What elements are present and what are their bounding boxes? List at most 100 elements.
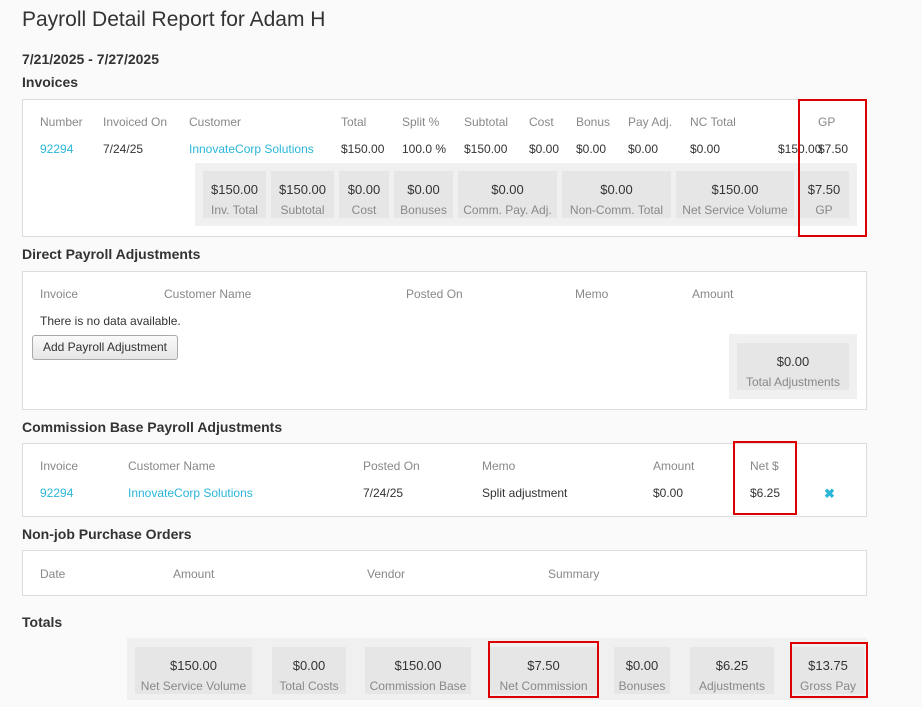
summary-label: Cost <box>351 203 377 217</box>
summary-value: $0.00 <box>407 182 440 197</box>
page-title: Payroll Detail Report for Adam H <box>22 8 326 31</box>
summary-box: $150.00 Commission Base <box>365 647 471 694</box>
column-header: Customer Name <box>128 459 216 473</box>
cell: Split adjustment <box>482 486 568 500</box>
summary-value: $7.50 <box>807 182 841 197</box>
column-header: Net $ <box>750 459 779 473</box>
summary-label: Adjustments <box>698 679 766 693</box>
column-header: NC Total <box>690 115 736 129</box>
column-header: Invoice <box>40 459 79 473</box>
column-header: Total <box>341 115 367 129</box>
summary-value: $0.00 <box>776 354 810 369</box>
summary-label: GP <box>815 203 833 217</box>
column-header: Posted On <box>363 459 420 473</box>
cell: $7.50 <box>818 142 849 156</box>
cell: $0.00 <box>690 142 721 156</box>
cell: $0.00 <box>529 142 560 156</box>
delete-icon[interactable]: ✖ <box>824 486 835 501</box>
column-header: Amount <box>653 459 695 473</box>
summary-label: Non-Comm. Total <box>569 203 664 217</box>
column-header: Invoiced On <box>103 115 168 129</box>
cell: 7/24/25 <box>363 486 404 500</box>
summary-value: $150.00 <box>279 182 326 197</box>
commission-panel <box>22 443 867 517</box>
summary-label: Inv. Total <box>211 203 258 217</box>
highlight-box <box>790 642 868 698</box>
cell: $150.00 <box>464 142 508 156</box>
column-header: Memo <box>482 459 516 473</box>
summary-box: $0.00 Total Costs <box>272 647 346 694</box>
cell: $6.25 <box>750 486 781 500</box>
summary-value: $7.50 <box>527 658 560 673</box>
highlight-box <box>488 641 599 698</box>
summary-box: $0.00 Bonuses <box>614 647 670 694</box>
summary-value: $0.00 <box>600 182 633 197</box>
section-title: Commission Base Payroll Adjustments <box>22 419 283 435</box>
section-title: Direct Payroll Adjustments <box>22 246 201 262</box>
cell: 100.0 % <box>402 142 447 156</box>
summary-box: $0.00 Comm. Pay. Adj. <box>458 171 557 218</box>
summary-value: $6.25 <box>715 658 749 673</box>
section-title: Totals <box>22 614 63 630</box>
column-header: Posted On <box>406 287 463 301</box>
section-title: Invoices <box>22 74 79 90</box>
column-header: Customer <box>189 115 242 129</box>
summary-value: $150.00 <box>211 182 258 197</box>
summary-label: Net Commission <box>499 679 588 693</box>
summary-box: $0.00 Bonuses <box>394 171 453 218</box>
link[interactable]: InnovateCorp Solutions <box>189 142 314 156</box>
link[interactable]: 92294 <box>40 142 74 156</box>
summary-box: $0.00 Non-Comm. Total <box>562 171 671 218</box>
summary-label: Subtotal <box>280 203 325 217</box>
summary-box: $0.00 Cost <box>339 171 389 218</box>
column-header: Bonus <box>576 115 611 129</box>
column-header: GP <box>818 115 836 129</box>
column-header: Subtotal <box>464 115 509 129</box>
column-header: Pay Adj. <box>628 115 673 129</box>
summary-label: Total Adjustments <box>745 375 841 389</box>
summary-box: $6.25 Adjustments <box>690 647 774 694</box>
summary-value: $0.00 <box>625 658 659 673</box>
link[interactable]: 92294 <box>40 486 74 500</box>
summary-box: $150.00 Inv. Total <box>203 171 266 218</box>
summary-box: $150.00 Subtotal <box>271 171 334 218</box>
summary-label: Net Service Volume <box>140 679 247 693</box>
summary-value: $0.00 <box>292 658 326 673</box>
summary-value: $150.00 <box>394 658 442 673</box>
summary-value: $0.00 <box>347 182 381 197</box>
highlight-box <box>798 99 867 237</box>
cell: $0.00 <box>628 142 659 156</box>
summary-value: $150.00 <box>170 658 217 673</box>
summary-box: $150.00 Net Service Volume <box>135 647 252 694</box>
cell: $150.00 <box>341 142 385 156</box>
po-panel <box>22 550 867 596</box>
section-title: Non-job Purchase Orders <box>22 526 192 542</box>
column-header: Vendor <box>367 567 406 581</box>
add-adjustment-button[interactable]: Add Payroll Adjustment <box>32 335 178 360</box>
summary-box: $7.50 GP <box>799 171 849 218</box>
summary-box: $7.50 Net Commission <box>490 647 597 694</box>
column-header: Amount <box>173 567 215 581</box>
summary-label: Bonuses <box>618 679 666 693</box>
summary-label: Gross Pay <box>799 679 856 693</box>
column-header: Customer Name <box>164 287 252 301</box>
summary-value: $0.00 <box>491 182 524 197</box>
link[interactable]: InnovateCorp Solutions <box>128 486 253 500</box>
summary-label: Commission Base <box>369 679 467 693</box>
column-header: Date <box>40 567 66 581</box>
summary-label: Bonuses <box>400 203 447 217</box>
column-header: Split % <box>402 115 440 129</box>
date-range: 7/21/2025 - 7/27/2025 <box>22 51 160 67</box>
highlight-box <box>733 441 797 515</box>
summary-label: Net Service Volume <box>682 203 788 217</box>
summary-value: $13.75 <box>808 658 848 673</box>
empty-message: There is no data available. <box>40 314 181 328</box>
summary-box: $0.00 Total Adjustments <box>737 343 849 390</box>
summary-box: $150.00 Net Service Volume <box>676 171 794 218</box>
cell: $0.00 <box>576 142 607 156</box>
column-header: Amount <box>692 287 734 301</box>
summary-value: $150.00 <box>711 182 759 197</box>
summary-box: $13.75 Gross Pay <box>792 647 864 694</box>
column-header: Invoice <box>40 287 79 301</box>
